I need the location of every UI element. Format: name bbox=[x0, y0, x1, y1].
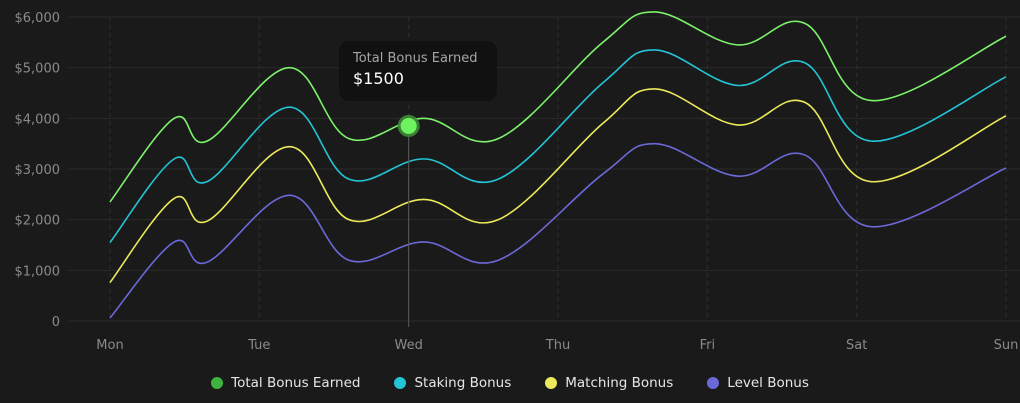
bonus-line-chart: 0 $1,000 $2,000 $3,000 $4,000 $5,000 $6,000 Mo… bbox=[15, 11, 1020, 353]
y-tick-label: $6,000 bbox=[15, 11, 61, 26]
series-line-matching-bonus bbox=[109, 88, 1007, 283]
legend-item-staking-bonus[interactable]: Staking Bonus bbox=[394, 374, 511, 392]
legend-label: Total Bonus Earned bbox=[231, 375, 361, 391]
legend-dot-icon bbox=[707, 377, 720, 389]
y-tick-label: $4,000 bbox=[15, 112, 61, 127]
legend-label: Level Bonus bbox=[727, 375, 809, 391]
legend-item-matching-bonus[interactable]: Matching Bonus bbox=[545, 374, 673, 392]
series-line-staking-bonus bbox=[109, 49, 1007, 243]
legend-item-level-bonus[interactable]: Level Bonus bbox=[707, 374, 809, 392]
legend-dot-icon bbox=[394, 377, 407, 389]
legend: Total Bonus Earned Staking Bonus Matchin… bbox=[0, 374, 1020, 392]
legend-dot-icon bbox=[545, 377, 558, 389]
y-tick-label: $2,000 bbox=[15, 214, 61, 229]
x-tick-label: Mon bbox=[96, 338, 123, 353]
x-tick-label: Sat bbox=[846, 338, 867, 353]
tooltip-title: Total Bonus Earned bbox=[353, 51, 478, 66]
hover-marker-dot bbox=[400, 117, 417, 134]
legend-item-total-bonus[interactable]: Total Bonus Earned bbox=[211, 374, 360, 392]
tooltip: Total Bonus Earned $1500 bbox=[339, 41, 497, 101]
x-tick-label: Thu bbox=[545, 338, 570, 353]
y-tick-label: $5,000 bbox=[15, 62, 61, 77]
x-tick-label: Tue bbox=[247, 338, 270, 353]
series-line-total-bonus-earned bbox=[109, 11, 1007, 203]
series-line-level-bonus bbox=[109, 142, 1007, 319]
x-tick-label: Fri bbox=[700, 338, 716, 353]
y-axis: 0 $1,000 $2,000 $3,000 $4,000 $5,000 $6,000 bbox=[15, 11, 61, 330]
legend-dot-icon bbox=[211, 377, 224, 389]
series-lines bbox=[109, 11, 1007, 319]
y-tick-label: 0 bbox=[52, 315, 60, 330]
legend-label: Staking Bonus bbox=[414, 375, 512, 391]
x-tick-label: Sun bbox=[994, 338, 1019, 353]
grid bbox=[68, 16, 1020, 322]
y-tick-label: $1,000 bbox=[15, 264, 61, 279]
hover-marker[interactable] bbox=[397, 114, 420, 327]
legend-label: Matching Bonus bbox=[565, 375, 674, 391]
x-tick-label: Wed bbox=[394, 338, 422, 353]
x-axis: Mon Tue Wed Thu Fri Sat Sun bbox=[96, 338, 1018, 353]
y-tick-label: $3,000 bbox=[15, 163, 61, 178]
tooltip-value: $1500 bbox=[353, 69, 404, 88]
